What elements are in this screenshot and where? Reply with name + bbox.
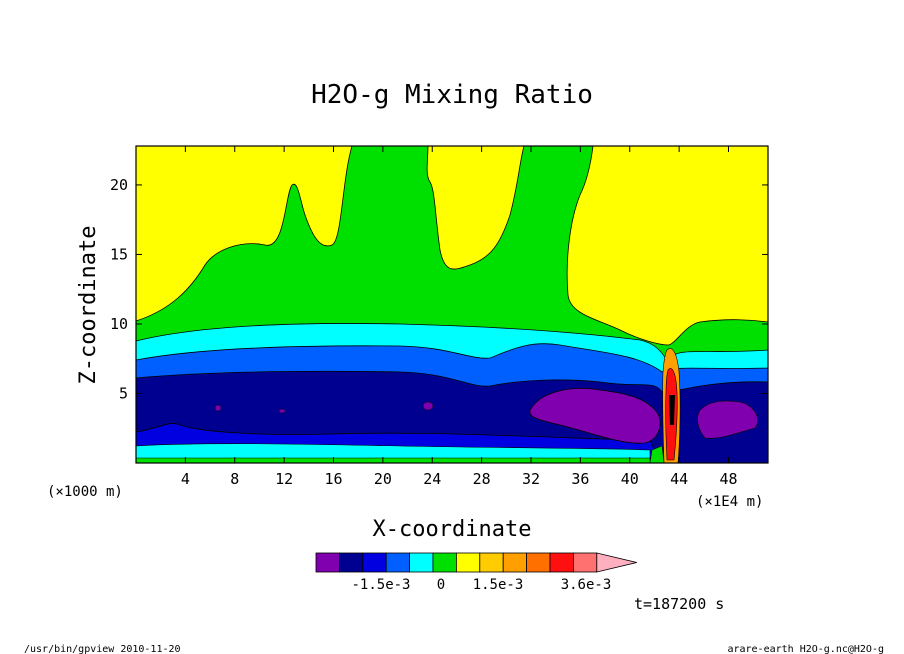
y-tick-label: 15 [110,245,128,263]
colorbar-swatch [409,552,434,573]
time-label: t=187200 s [634,595,724,613]
x-tick-label: 48 [719,470,737,488]
y-tick-label: 20 [110,176,128,194]
colorbar-tick-label: 0 [437,577,445,593]
chart-title: H2O-g Mixing Ratio [311,80,593,110]
y-tick-label: 10 [110,315,128,333]
colorbar [315,552,637,573]
x-tick-label: 36 [571,470,589,488]
colorbar-tick-label: 1.5e-3 [473,577,524,593]
colorbar-swatch [315,552,340,573]
colorbar-swatch [362,552,387,573]
colorbar-swatch [385,552,411,573]
field-green-lower [135,457,651,464]
y-tick-label: 5 [119,384,128,402]
field-purple-dot-2 [278,408,286,414]
contour-field [135,145,769,464]
y-axis: 5 10 15 20 [110,176,768,402]
x-axis-title: X-coordinate [373,517,532,542]
colorbar-swatch [455,552,481,573]
field-purple-patch-right [697,400,759,439]
field-black-core [669,395,675,425]
field-purple-dot-1 [214,404,222,412]
plot-frame [135,145,769,464]
x-tick-label: 8 [230,470,239,488]
x-tick-label: 4 [181,470,190,488]
field-purple-dot-3 [422,401,434,411]
x-tick-label: 28 [473,470,491,488]
field-purple-patch [529,388,661,444]
colorbar-labels: -1.5e-3 0 1.5e-3 3.6e-3 [351,577,611,593]
x-units-label: (×1000 m) [47,484,123,500]
x-tick-label: 32 [522,470,540,488]
y-axis-title: Z-coordinate [76,226,101,385]
colorbar-swatch [526,552,551,573]
colorbar-swatch [432,552,457,573]
colorbar-tick-label: 3.6e-3 [561,577,612,593]
colorbar-swatch [502,552,528,573]
x-tick-label: 16 [324,470,342,488]
x-tick-label: 24 [423,470,441,488]
x-tick-label: 20 [374,470,392,488]
colorbar-swatch [338,552,364,573]
x-axis: 4 8 12 16 20 24 28 32 36 40 44 48 [181,146,738,488]
x-scale-note: (×1E4 m) [696,494,763,510]
footer-right: arare-earth_H2O-g.nc@H2O-g [727,644,884,654]
footer-left: /usr/bin/gpview 2010-11-20 [24,644,181,654]
x-tick-label: 12 [275,470,293,488]
colorbar-tick-label: -1.5e-3 [351,577,410,593]
colorbar-extend-arrow [596,552,637,573]
x-tick-label: 44 [670,470,688,488]
colorbar-swatch [479,552,504,573]
x-tick-label: 40 [621,470,639,488]
colorbar-swatch [549,552,574,573]
colorbar-swatch [573,552,598,573]
